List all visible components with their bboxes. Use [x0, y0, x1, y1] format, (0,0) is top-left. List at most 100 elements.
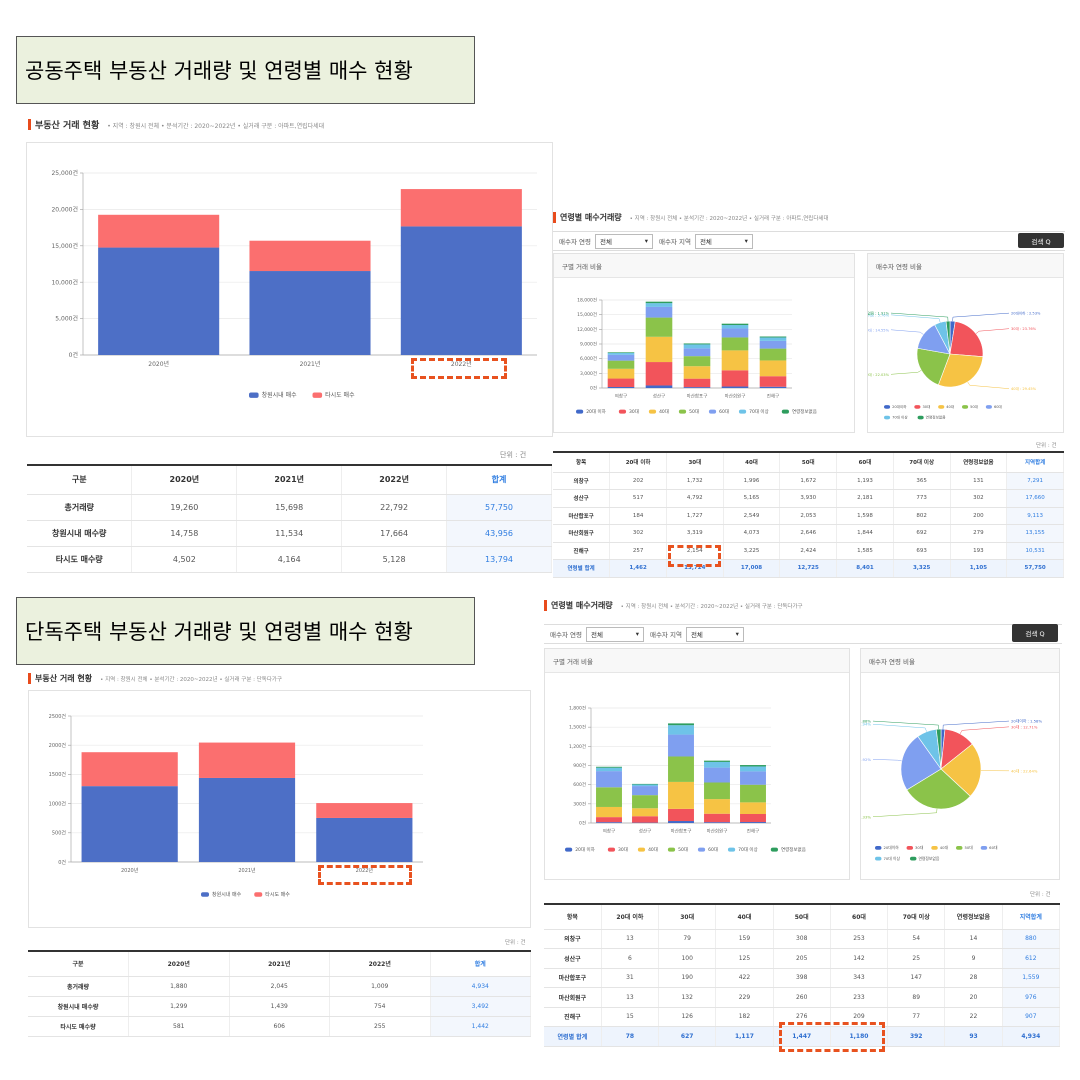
- bar-20대-이하-진해구[interactable]: [759, 386, 787, 388]
- bar-70대-이상-성산구[interactable]: [645, 303, 673, 307]
- bar-20대-이하-마산합포구[interactable]: [683, 387, 711, 388]
- bar-70대-이상-진해구[interactable]: [740, 766, 766, 772]
- bar-50대-성산구[interactable]: [632, 795, 658, 809]
- bar-50대-의창구[interactable]: [607, 360, 635, 369]
- bar-40대-진해구[interactable]: [740, 802, 766, 814]
- pie-slice-30대[interactable]: [949, 321, 984, 358]
- bar-연령정보없음-의창구[interactable]: [596, 766, 622, 768]
- bar-40대-마산회원구[interactable]: [721, 350, 749, 371]
- bar-70대-이상-의창구[interactable]: [596, 767, 622, 772]
- bar-40대-성산구[interactable]: [632, 808, 658, 817]
- bar-연령정보없음-마산합포구[interactable]: [668, 723, 694, 726]
- bar-연령정보없음-성산구[interactable]: [645, 301, 673, 304]
- pie-slice-60대[interactable]: [900, 735, 942, 791]
- bar-60대-마산회원구[interactable]: [704, 767, 730, 783]
- s1-filter-age-select[interactable]: 전체 ▾: [594, 233, 653, 249]
- bar-20대-이하-진해구[interactable]: [740, 822, 766, 823]
- bar-60대-진해구[interactable]: [740, 771, 766, 785]
- bar-60대-의창구[interactable]: [596, 771, 622, 788]
- bar-창원시내-매수-2022년[interactable]: [316, 817, 413, 862]
- bar-창원시내-매수-2020년[interactable]: [98, 247, 220, 355]
- bar-70대-이상-마산합포구[interactable]: [668, 725, 694, 735]
- bar-40대-마산합포구[interactable]: [668, 781, 694, 809]
- bar-타시도-매수-2021년[interactable]: [198, 742, 296, 778]
- bar-20대-이하-마산회원구[interactable]: [721, 386, 749, 388]
- bar-30대-의창구[interactable]: [596, 817, 622, 823]
- bar-40대-성산구[interactable]: [645, 336, 673, 363]
- legend-swatch: [914, 405, 921, 409]
- bar-20대-이하-마산회원구[interactable]: [704, 822, 730, 823]
- bar-창원시내-매수-2021년[interactable]: [198, 777, 296, 862]
- s2-filter-region-select[interactable]: 전체 ▾: [685, 626, 744, 642]
- bar-타시도-매수-2020년[interactable]: [81, 752, 178, 787]
- bar-타시도-매수-2021년[interactable]: [249, 240, 371, 272]
- bar-70대-이상-마산합포구[interactable]: [683, 344, 711, 349]
- bar-연령정보없음-진해구[interactable]: [759, 336, 787, 338]
- bar-30대-마산회원구[interactable]: [704, 813, 730, 823]
- bar-30대-마산합포구[interactable]: [668, 808, 694, 822]
- bar-30대-진해구[interactable]: [759, 376, 787, 387]
- bar-60대-의창구[interactable]: [607, 354, 635, 361]
- pie-slice-50대[interactable]: [906, 768, 971, 810]
- bar-60대-마산회원구[interactable]: [721, 328, 749, 338]
- bar-50대-마산합포구[interactable]: [683, 356, 711, 367]
- bar-50대-마산합포구[interactable]: [668, 756, 694, 782]
- s1-filter-region-select[interactable]: 전체 ▾: [694, 233, 753, 249]
- bar-30대-성산구[interactable]: [632, 816, 658, 823]
- bar-60대-성산구[interactable]: [632, 786, 658, 796]
- bar-20대-이하-마산합포구[interactable]: [668, 821, 694, 823]
- column-header: 70대 이상: [893, 452, 951, 473]
- bar-연령정보없음-의창구[interactable]: [607, 352, 635, 353]
- pie-slice-40대[interactable]: [940, 743, 982, 797]
- s2-search-button[interactable]: 검색 Q: [1012, 624, 1058, 642]
- bar-40대-의창구[interactable]: [596, 806, 622, 818]
- bar-50대-진해구[interactable]: [740, 784, 766, 803]
- table-cell: 2,053: [779, 507, 838, 525]
- bar-30대-진해구[interactable]: [740, 813, 766, 823]
- bar-40대-의창구[interactable]: [607, 368, 635, 379]
- bar-연령정보없음-성산구[interactable]: [632, 783, 658, 785]
- bar-연령정보없음-진해구[interactable]: [740, 765, 766, 767]
- x-tick-label: 마산회원구: [707, 828, 728, 835]
- bar-30대-마산합포구[interactable]: [683, 378, 711, 388]
- bar-70대-이상-마산회원구[interactable]: [721, 325, 749, 329]
- bar-60대-마산합포구[interactable]: [683, 348, 711, 357]
- bar-30대-마산회원구[interactable]: [721, 370, 749, 387]
- bar-30대-성산구[interactable]: [645, 362, 673, 386]
- bar-20대-이하-의창구[interactable]: [607, 387, 635, 388]
- bar-타시도-매수-2022년[interactable]: [316, 803, 413, 818]
- bar-20대-이하-의창구[interactable]: [596, 822, 622, 823]
- bar-50대-성산구[interactable]: [645, 317, 673, 337]
- bar-60대-진해구[interactable]: [759, 340, 787, 349]
- bar-연령정보없음-마산회원구[interactable]: [704, 760, 730, 762]
- bar-연령정보없음-마산회원구[interactable]: [721, 323, 749, 326]
- pie-slice-연령정보없음[interactable]: [945, 320, 951, 355]
- s1-trade-chart-panel: 0건 5,000건 10,000건 15,000건 20,000건 25,000건 2020…: [26, 142, 553, 437]
- bar-50대-의창구[interactable]: [596, 787, 622, 807]
- bar-타시도-매수-2022년[interactable]: [400, 189, 522, 227]
- bar-70대-이상-마산회원구[interactable]: [704, 761, 730, 768]
- s2-filter-age-select[interactable]: 전체 ▾: [585, 626, 644, 642]
- bar-연령정보없음-마산합포구[interactable]: [683, 343, 711, 345]
- bar-70대-이상-의창구[interactable]: [607, 352, 635, 355]
- bar-70대-이상-성산구[interactable]: [632, 784, 658, 787]
- bar-창원시내-매수-2022년[interactable]: [400, 226, 522, 355]
- bar-30대-의창구[interactable]: [607, 378, 635, 388]
- bar-60대-성산구[interactable]: [645, 306, 673, 318]
- pie-slice-40대[interactable]: [937, 353, 984, 388]
- bar-60대-마산합포구[interactable]: [668, 734, 694, 757]
- bar-창원시내-매수-2021년[interactable]: [249, 271, 371, 355]
- bar-40대-마산회원구[interactable]: [704, 799, 730, 814]
- bar-40대-진해구[interactable]: [759, 360, 787, 377]
- bar-창원시내-매수-2020년[interactable]: [81, 786, 178, 862]
- bar-50대-마산회원구[interactable]: [721, 337, 749, 351]
- bar-20대-이하-성산구[interactable]: [645, 385, 673, 388]
- bar-70대-이상-진해구[interactable]: [759, 337, 787, 341]
- bar-50대-마산회원구[interactable]: [704, 782, 730, 800]
- bar-40대-마산합포구[interactable]: [683, 366, 711, 379]
- pie-slice-연령정보없음[interactable]: [935, 728, 942, 770]
- s1-search-button[interactable]: 검색 Q: [1018, 233, 1064, 248]
- column-header: 연령정보없음: [950, 452, 1008, 473]
- bar-타시도-매수-2020년[interactable]: [98, 214, 220, 248]
- bar-50대-진해구[interactable]: [759, 348, 787, 361]
